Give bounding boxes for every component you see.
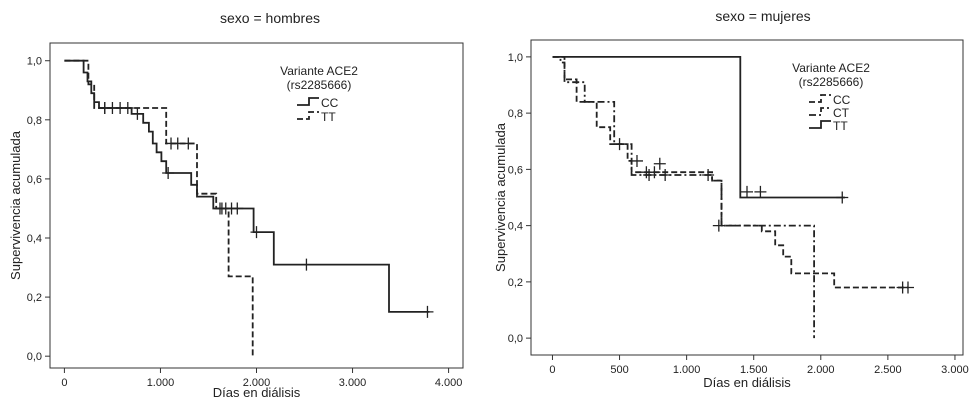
censor-mark-CT bbox=[702, 169, 715, 181]
censor-mark-CT bbox=[659, 169, 672, 181]
legend-label-CT: CT bbox=[833, 106, 850, 120]
x-tick-label: 4.000 bbox=[435, 377, 463, 389]
chart-title-hombres: sexo = hombres bbox=[220, 10, 320, 26]
legend-swatch-TT bbox=[809, 120, 831, 129]
chart-panel-0: 0 1.000 2.000 3.000 4.000 0,0 0,2 0,4 0,6 0,8 1,0 D… bbox=[8, 42, 464, 400]
y-tick-label: 0,0 bbox=[508, 333, 523, 345]
x-tick-label: 3.000 bbox=[941, 364, 969, 376]
censor-mark-CC bbox=[231, 202, 244, 215]
legend-label-CC: CC bbox=[321, 96, 339, 110]
plot-frame bbox=[49, 42, 464, 369]
x-tick-label: 2.000 bbox=[807, 364, 835, 376]
y-axis-label: Supervivencia acumulada bbox=[8, 130, 23, 280]
censor-mark-CT bbox=[613, 138, 626, 151]
y-tick-label: 1,0 bbox=[508, 52, 523, 64]
series-line-CC bbox=[552, 56, 908, 289]
y-tick-label: 0,2 bbox=[27, 292, 42, 304]
censor-mark-CC bbox=[162, 167, 175, 179]
legend-swatch-CC bbox=[809, 94, 831, 103]
x-tick-label: 0 bbox=[549, 364, 555, 376]
censor-mark-TT bbox=[836, 191, 849, 204]
censor-mark-CC bbox=[300, 258, 313, 271]
censor-mark-CT bbox=[643, 169, 656, 181]
legend-label-TT: TT bbox=[321, 110, 336, 124]
chart-panel-1: 0 500 1.000 1.500 2.000 2.500 3.000 0,0 0,2 0,4 0,… bbox=[493, 39, 969, 390]
x-tick-label: 1.000 bbox=[147, 377, 175, 389]
legend-subtitle: (rs2285666) bbox=[287, 78, 352, 92]
y-tick-label: 0,2 bbox=[508, 277, 523, 289]
y-tick-label: 0,6 bbox=[508, 164, 523, 176]
censor-mark-CC bbox=[648, 166, 661, 179]
censor-mark-CC bbox=[712, 219, 725, 232]
censor-mark-TT bbox=[741, 185, 753, 198]
plot-frame bbox=[530, 39, 964, 356]
y-tick-label: 0,8 bbox=[508, 108, 523, 120]
y-tick-label: 1,0 bbox=[27, 56, 42, 68]
legend-label-TT: TT bbox=[833, 119, 848, 133]
x-tick-label: 0 bbox=[61, 377, 67, 389]
series-line-CT bbox=[552, 56, 815, 339]
y-tick-label: 0,0 bbox=[27, 351, 42, 363]
legend-swatch-TT bbox=[297, 111, 319, 120]
legend-title: Variante ACE2 bbox=[792, 61, 870, 75]
series-line-TT bbox=[552, 56, 845, 199]
censor-mark-TT bbox=[215, 202, 228, 215]
censor-mark-CC bbox=[250, 226, 263, 239]
y-axis-label: Supervivencia acumulada bbox=[493, 122, 508, 272]
x-tick-label: 2.000 bbox=[243, 377, 271, 389]
y-tick-label: 0,4 bbox=[27, 233, 42, 245]
legend-subtitle: (rs2285666) bbox=[799, 75, 864, 89]
x-axis-label: Días en diálisis bbox=[703, 375, 791, 390]
y-tick-label: 0,6 bbox=[27, 174, 42, 186]
x-tick-label: 500 bbox=[610, 364, 628, 376]
x-axis-label: Días en diálisis bbox=[213, 385, 301, 400]
censor-mark-CC bbox=[653, 157, 666, 170]
censor-mark-TT bbox=[171, 137, 184, 150]
y-tick-label: 0,4 bbox=[508, 221, 523, 233]
x-tick-label: 1.500 bbox=[740, 364, 768, 376]
y-tick-label: 0,8 bbox=[27, 115, 42, 127]
x-tick-label: 2.500 bbox=[874, 364, 902, 376]
censor-mark-CC bbox=[754, 185, 767, 198]
legend-swatch-CC bbox=[297, 97, 319, 106]
chart-title-mujeres: sexo = mujeres bbox=[715, 8, 811, 24]
x-tick-label: 1.000 bbox=[673, 364, 701, 376]
x-tick-label: 3.000 bbox=[339, 377, 367, 389]
legend-title: Variante ACE2 bbox=[280, 64, 358, 78]
legend-swatch-CT bbox=[809, 107, 831, 116]
censor-mark-TT bbox=[98, 102, 111, 114]
series-line-TT bbox=[64, 59, 254, 357]
series-line-CC bbox=[64, 59, 430, 313]
legend-label-CC: CC bbox=[833, 93, 851, 107]
censor-mark-CC bbox=[131, 107, 144, 120]
censor-mark-CC bbox=[901, 281, 914, 294]
censor-mark-CC bbox=[421, 305, 434, 318]
censor-mark-CC bbox=[630, 154, 643, 167]
censor-mark-TT bbox=[182, 137, 195, 150]
